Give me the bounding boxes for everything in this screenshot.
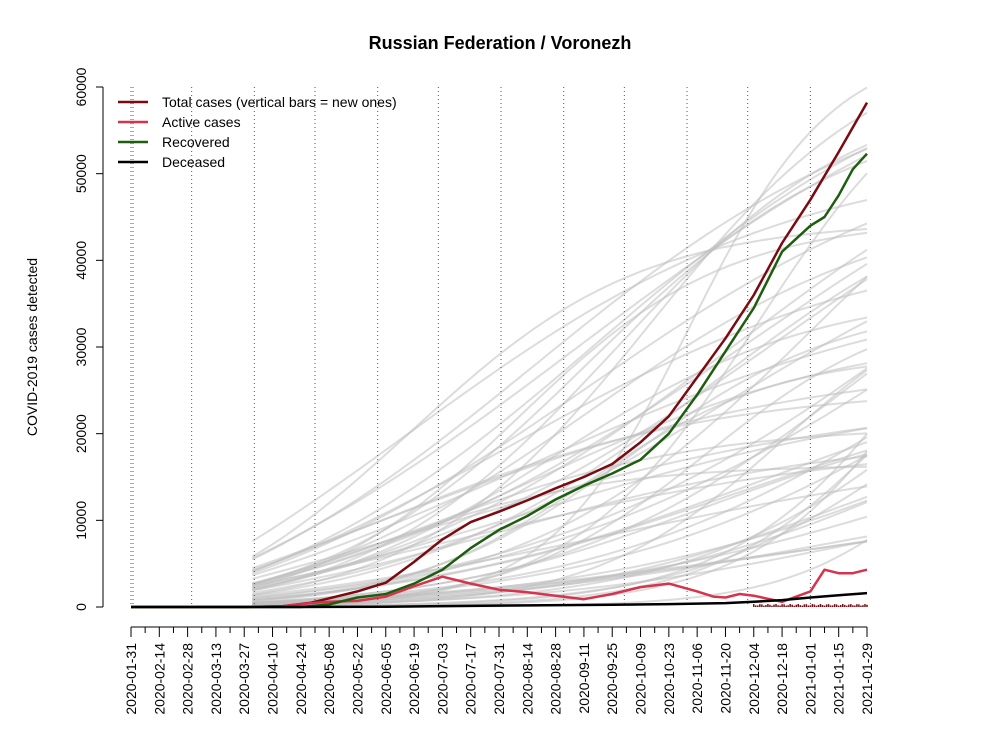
background-series-line xyxy=(252,367,868,599)
series-line-3 xyxy=(131,591,868,609)
data-series xyxy=(131,101,869,609)
background-series-line xyxy=(251,199,868,543)
background-series-line xyxy=(252,455,868,592)
x-tick-label: 2020-02-14 xyxy=(151,643,167,715)
x-tick-label: 2020-09-25 xyxy=(604,643,620,715)
x-tick-label: 2020-07-03 xyxy=(434,643,450,715)
background-series-line xyxy=(251,400,868,572)
legend-label-0: Total cases (vertical bars = new ones) xyxy=(162,94,397,110)
background-series-line xyxy=(252,330,868,602)
x-tick-label: 2020-08-14 xyxy=(519,643,535,715)
y-tick-label: 50000 xyxy=(73,154,89,193)
x-tick-label: 2020-07-17 xyxy=(463,643,479,715)
new-cases-bars xyxy=(753,603,868,607)
x-tick-label: 2020-02-28 xyxy=(180,643,196,715)
y-tick-label: 0 xyxy=(73,603,89,611)
background-series-line xyxy=(252,388,868,599)
background-series-line xyxy=(252,160,868,586)
x-tick-label: 2020-11-20 xyxy=(717,643,733,714)
x-tick-label: 2020-06-19 xyxy=(406,643,422,715)
background-series-line xyxy=(251,147,868,573)
series-line-0 xyxy=(131,101,869,609)
x-tick-label: 2020-11-06 xyxy=(689,643,705,714)
x-tick-label: 2020-08-28 xyxy=(548,643,564,715)
x-axis: 2020-01-31 2020-02-14 2020-02-28 2020-03-13… xyxy=(123,626,875,715)
background-series-line xyxy=(251,147,868,561)
x-tick-label: 2021-01-01 xyxy=(802,643,818,715)
x-tick-label: 2020-12-04 xyxy=(746,643,762,715)
legend-label-1: Active cases xyxy=(162,114,241,130)
x-tick-label: 2020-10-09 xyxy=(633,643,649,715)
x-tick-label: 2020-04-24 xyxy=(293,643,309,715)
background-series-line xyxy=(252,540,868,607)
x-tick-label: 2021-01-29 xyxy=(859,643,875,715)
y-tick-label: 40000 xyxy=(73,241,89,280)
x-tick-label: 2020-10-23 xyxy=(661,643,677,715)
vertical-gridlines xyxy=(130,87,811,607)
x-tick-label: 2020-05-22 xyxy=(349,643,365,715)
background-series-line xyxy=(252,436,868,604)
background-series-line xyxy=(251,228,868,558)
y-axis-label: COVID-2019 cases detected xyxy=(24,258,40,436)
x-tick-label: 2020-06-05 xyxy=(378,643,394,715)
y-tick-label: 10000 xyxy=(73,501,89,540)
x-tick-label: 2021-01-15 xyxy=(831,643,847,715)
y-axis: 0 10000 20000 30000 40000 50000 60000 xyxy=(73,67,104,611)
legend-label-3: Deceased xyxy=(162,154,225,170)
background-series-line xyxy=(252,231,868,589)
background-series-line xyxy=(252,143,868,591)
x-tick-label: 2020-12-18 xyxy=(774,643,790,715)
x-tick-label: 2020-07-31 xyxy=(491,643,507,715)
background-series-line xyxy=(251,222,868,575)
x-tick-label: 2020-01-31 xyxy=(123,643,139,715)
y-tick-label: 60000 xyxy=(73,67,89,106)
background-series-line xyxy=(252,485,868,597)
y-tick-label: 30000 xyxy=(73,327,89,366)
y-tick-label: 20000 xyxy=(73,414,89,453)
legend-label-2: Recovered xyxy=(162,134,230,150)
x-tick-label: 2020-03-27 xyxy=(236,643,252,715)
x-tick-label: 2020-03-13 xyxy=(208,643,224,715)
x-tick-label: 2020-05-08 xyxy=(321,643,337,715)
background-region-series xyxy=(251,86,868,608)
legend: Total cases (vertical bars = new ones) Ac… xyxy=(118,94,397,170)
background-series-line xyxy=(251,154,868,560)
x-tick-label: 2020-09-11 xyxy=(576,643,592,714)
chart-title: Russian Federation / Voronezh xyxy=(369,33,632,53)
background-series-line xyxy=(252,362,868,586)
x-tick-label: 2020-04-10 xyxy=(265,643,281,715)
series-line-2 xyxy=(131,152,868,609)
background-series-line xyxy=(252,278,868,590)
background-series-line xyxy=(252,441,868,601)
